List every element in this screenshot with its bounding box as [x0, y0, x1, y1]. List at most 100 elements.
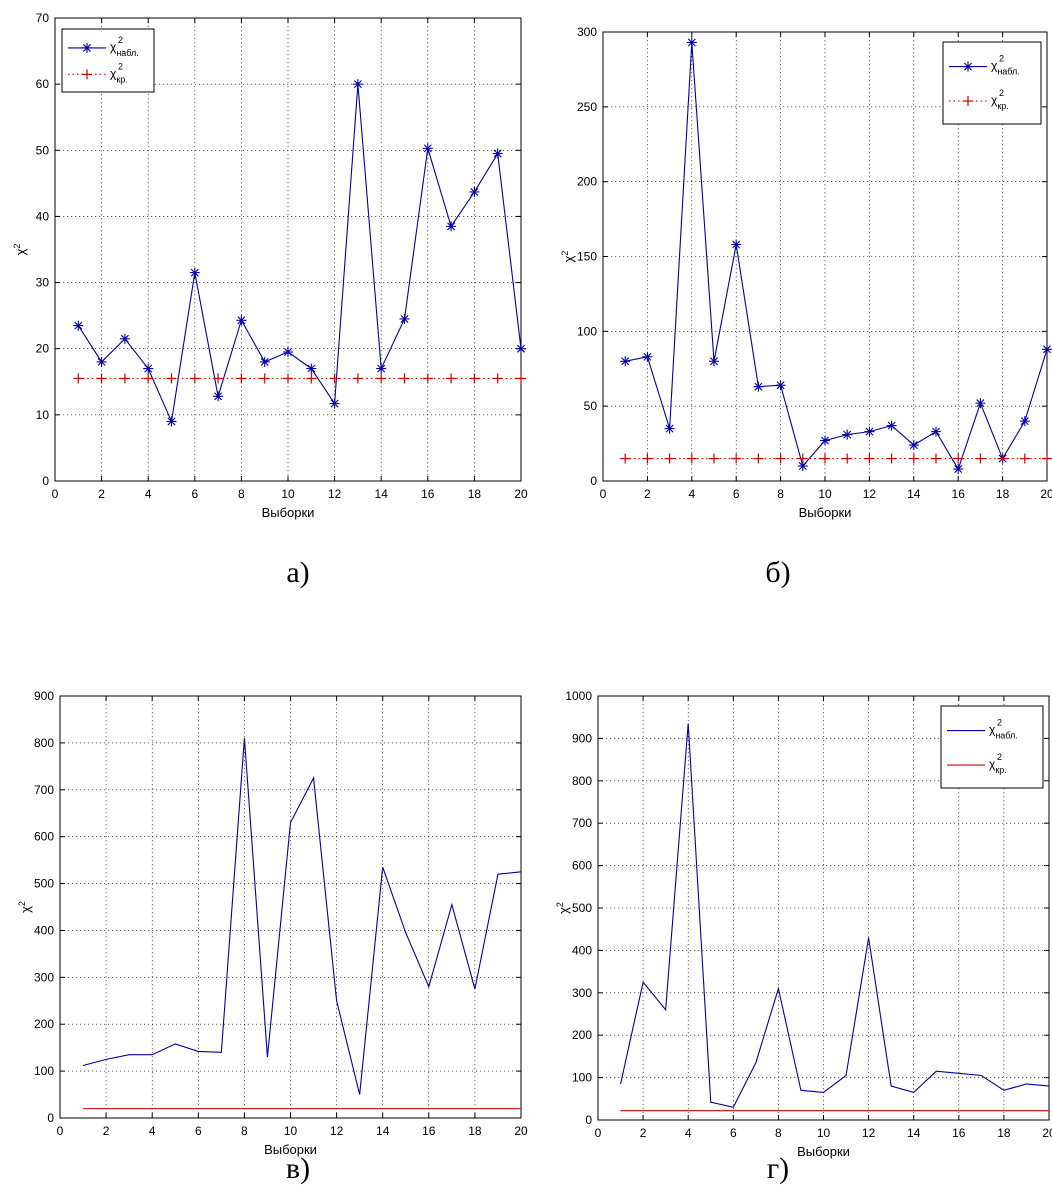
- series-line-observed: [620, 723, 1050, 1108]
- data-point-observed: [143, 363, 154, 374]
- plot-area: [60, 696, 521, 1118]
- y-axis-label-sup: 2: [12, 244, 22, 249]
- y-tick-label: 0: [47, 1111, 54, 1125]
- legend-entry: χнабл.: [110, 40, 139, 58]
- legend-entry-sup: 2: [999, 54, 1004, 64]
- y-axis-label-symbol: χ: [18, 906, 33, 913]
- y-tick-label: 300: [572, 986, 592, 1000]
- legend-marker: [963, 61, 973, 72]
- data-point-observed: [664, 423, 675, 434]
- legend-entry-symbol: χ: [991, 59, 998, 73]
- y-axis-label-sup: 2: [555, 902, 565, 907]
- data-point-observed: [953, 464, 964, 475]
- legend-entry-sub: набл.: [116, 48, 138, 58]
- y-axis-label: χ2: [555, 902, 571, 914]
- y-tick-label: 300: [577, 25, 597, 39]
- x-tick-label: 8: [775, 1126, 782, 1140]
- y-tick-label: 50: [36, 143, 50, 157]
- data-point-observed: [492, 148, 503, 159]
- data-point-critical: [376, 373, 387, 384]
- chart-a: 0 2 4 6 8 10 12 14 16 18 20 0 10 20 30 40 50 60 70 Выборки χ…: [12, 11, 528, 589]
- y-axis-label-symbol: χ: [13, 248, 28, 255]
- data-point-observed: [329, 398, 340, 409]
- data-point-critical: [516, 373, 526, 384]
- x-tick-label: 10: [284, 1124, 298, 1138]
- data-point-observed: [119, 333, 130, 344]
- data-point-observed: [376, 363, 387, 374]
- data-point-observed: [422, 143, 433, 154]
- legend-entry-symbol: χ: [110, 66, 117, 80]
- chart-g: 0246810121416182001002003004005006007008…: [555, 689, 1052, 1185]
- data-point-critical: [709, 453, 719, 464]
- data-point-critical: [842, 453, 853, 464]
- data-point-critical: [469, 373, 480, 384]
- y-axis-label-sup: 2: [17, 901, 27, 906]
- data-point-critical: [283, 373, 293, 384]
- y-tick-label: 200: [572, 1028, 592, 1042]
- x-tick-label: 16: [952, 487, 966, 501]
- y-tick-label: 200: [34, 1017, 54, 1031]
- data-point-critical: [864, 453, 875, 464]
- y-tick-label: 20: [36, 342, 50, 356]
- x-tick-label: 6: [191, 487, 198, 501]
- legend-marker: [963, 96, 973, 107]
- data-point-observed: [166, 416, 177, 427]
- data-point-observed: [753, 381, 764, 392]
- y-tick-label: 10: [36, 408, 50, 422]
- y-tick-label: 500: [572, 901, 592, 915]
- x-tick-label: 6: [730, 1126, 737, 1140]
- data-point-critical: [236, 373, 247, 384]
- x-tick-label: 12: [863, 487, 877, 501]
- legend-entry-sup: 2: [999, 88, 1004, 98]
- y-tick-label: 40: [36, 209, 50, 223]
- x-tick-label: 0: [595, 1126, 602, 1140]
- data-point-critical: [997, 453, 1008, 464]
- data-point-critical: [908, 453, 919, 464]
- y-tick-label: 250: [577, 100, 597, 114]
- chart-v: 0 2 4 6 8 10 12 14 16 18 2001002003004005006007008…: [17, 689, 528, 1185]
- chart-caption: г): [767, 1152, 789, 1185]
- chart-caption: б): [765, 556, 790, 589]
- legend-marker: [82, 69, 92, 80]
- y-tick-label: 900: [572, 731, 592, 745]
- data-point-critical: [775, 453, 786, 464]
- x-axis-label: Выборки: [264, 1142, 317, 1157]
- data-point-critical: [620, 453, 631, 464]
- data-point-observed: [709, 356, 719, 367]
- x-tick-label: 2: [640, 1126, 647, 1140]
- data-point-critical: [931, 453, 941, 464]
- y-tick-label: 0: [585, 1113, 592, 1127]
- y-axis-label-symbol: χ: [556, 907, 571, 914]
- data-point-observed: [446, 221, 457, 232]
- data-point-critical: [306, 373, 317, 384]
- data-point-critical: [686, 453, 697, 464]
- series-line-observed: [625, 42, 1048, 471]
- y-axis-label-symbol: χ: [561, 255, 576, 262]
- x-tick-label: 2: [98, 487, 105, 501]
- legend-entry-sup: 2: [118, 35, 123, 45]
- x-tick-label: 2: [103, 1124, 110, 1138]
- data-point-observed: [399, 313, 410, 324]
- data-point-observed: [213, 391, 224, 402]
- data-point-observed: [96, 356, 107, 367]
- x-tick-label: 14: [907, 487, 921, 501]
- x-tick-label: 4: [145, 487, 152, 501]
- y-tick-label: 0: [42, 474, 49, 488]
- x-tick-label: 20: [514, 1124, 528, 1138]
- data-point-observed: [236, 315, 247, 326]
- x-tick-label: 12: [862, 1126, 876, 1140]
- y-axis-label-sup: 2: [560, 251, 570, 256]
- x-tick-label: 10: [817, 1126, 831, 1140]
- data-point-critical: [143, 373, 154, 384]
- legend-entry-symbol: χ: [989, 723, 996, 737]
- legend-entry-sub: набл.: [995, 731, 1017, 741]
- y-tick-label: 150: [577, 250, 597, 264]
- y-tick-label: 700: [34, 783, 54, 797]
- y-tick-label: 300: [34, 970, 54, 984]
- x-tick-label: 10: [818, 487, 832, 501]
- data-point-observed: [283, 347, 293, 358]
- x-tick-label: 18: [996, 487, 1010, 501]
- data-point-critical: [664, 453, 675, 464]
- x-tick-label: 2: [644, 487, 651, 501]
